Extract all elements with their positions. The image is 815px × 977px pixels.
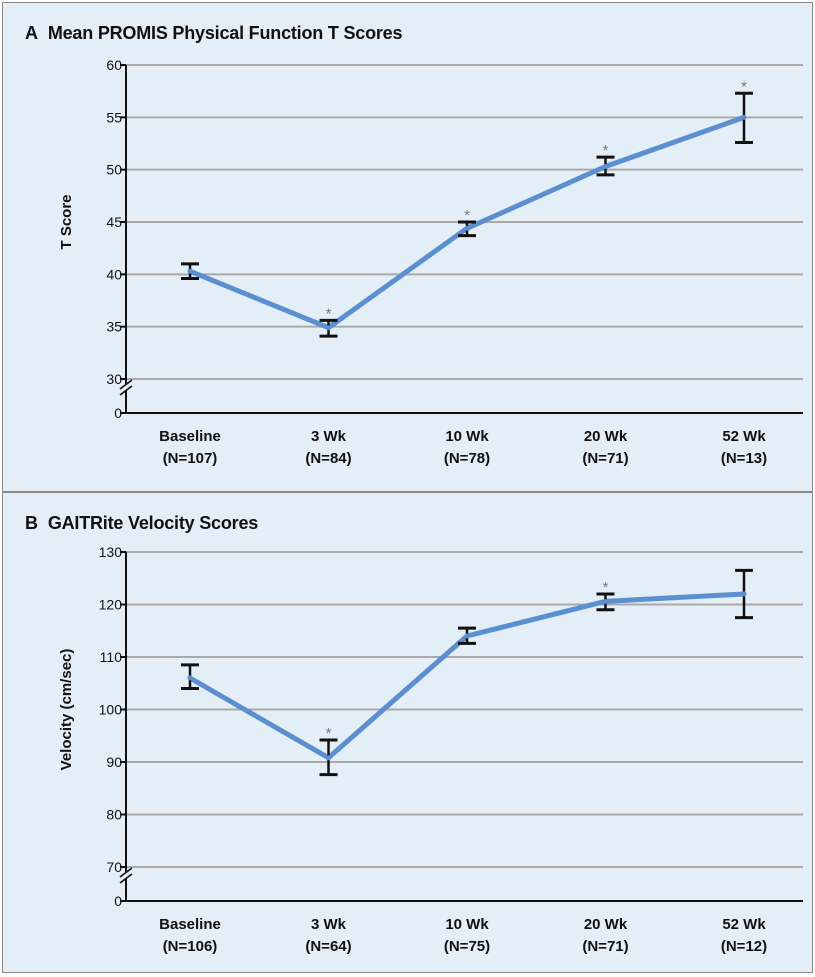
chart-b-data-point xyxy=(603,598,608,604)
chart-b-x-tick-label: Baseline xyxy=(159,916,221,933)
chart-b-significance-asterisk: * xyxy=(603,579,609,596)
chart-b-x-tick-n-label: (N=75) xyxy=(444,938,490,955)
chart-a-y-tick-label: 40 xyxy=(106,266,122,282)
chart-a-y-tick-label: 35 xyxy=(106,319,122,335)
chart-b-x-tick-n-label: (N=106) xyxy=(163,938,218,955)
panel-a-title: A Mean PROMIS Physical Function T Scores xyxy=(25,23,402,44)
chart-a: 60 55 50 45 40 35 30 0 T Score Baseline (N=107) 3 W… xyxy=(58,57,803,467)
chart-a-x-tick-n-label: (N=13) xyxy=(721,450,767,467)
chart-b-x-tick-n-label: (N=71) xyxy=(582,938,628,955)
chart-b-axis-break-mark xyxy=(119,873,133,884)
chart-b-significance-asterisk: * xyxy=(326,725,332,742)
chart-a-data-point xyxy=(326,325,331,331)
chart-b-y-tick-label: 80 xyxy=(106,807,122,823)
chart-a-x-tick-label: 52 Wk xyxy=(722,428,766,445)
panel-a-title-text: Mean PROMIS Physical Function T Scores xyxy=(47,23,403,43)
chart-b-y-tick-label: 130 xyxy=(99,544,123,560)
chart-a-data-point xyxy=(464,225,470,231)
chart-a-significance-asterisk: * xyxy=(464,207,470,224)
chart-b-data-point xyxy=(464,633,470,639)
chart-a-x-tick-n-label: (N=107) xyxy=(163,450,218,467)
chart-a-y-axis-label: T Score xyxy=(58,194,75,249)
chart-a-x-tick-n-label: (N=78) xyxy=(444,450,490,467)
chart-b-y-tick-label: 0 xyxy=(114,893,122,909)
chart-b-x-tick-label: 52 Wk xyxy=(722,916,766,933)
chart-b-series-line xyxy=(187,591,747,761)
chart-b-y-tick-label: 100 xyxy=(99,702,123,718)
panel-b-title: B GAITRite Velocity Scores xyxy=(25,513,258,534)
chart-a-data-point xyxy=(187,268,193,274)
chart-b-x-tick-label: 3 Wk xyxy=(311,916,347,933)
chart-b-axis-break-mark xyxy=(119,867,133,878)
chart-a-y-tick-label: 45 xyxy=(106,214,122,230)
chart-a-y-tick-label: 55 xyxy=(106,109,122,125)
chart-a-significance-asterisk: * xyxy=(326,305,332,322)
chart-a-significance-asterisk: * xyxy=(741,78,747,95)
chart-a-x-tick-label: 3 Wk xyxy=(311,428,347,445)
chart-a-significance-asterisk: * xyxy=(603,142,609,159)
panel-b-title-text: GAITRite Velocity Scores xyxy=(47,513,259,533)
panel-b: B GAITRite Velocity Scores 130 120 110 100 90… xyxy=(2,492,813,973)
chart-b-y-axis-label: Velocity (cm/sec) xyxy=(58,649,75,771)
panel-b-letter: B xyxy=(25,513,38,533)
chart-b-y-tick-label: 120 xyxy=(99,597,123,613)
chart-a-axis-break-mark xyxy=(119,385,133,396)
chart-b-x-tick-label: 20 Wk xyxy=(584,916,628,933)
chart-b: 130 120 110 100 90 80 70 0 Velocity (cm/sec) Base… xyxy=(58,544,803,955)
chart-a-x-tick-label: 20 Wk xyxy=(584,428,628,445)
chart-b-y-tick-label: 110 xyxy=(100,649,123,665)
chart-a-data-point xyxy=(603,164,608,170)
chart-b-y-tick-label: 90 xyxy=(106,754,122,770)
chart-a-x-tick-n-label: (N=71) xyxy=(582,450,628,467)
chart-b-x-tick-n-label: (N=12) xyxy=(721,938,767,955)
chart-b-data-point xyxy=(187,675,193,681)
chart-b-x-tick-n-label: (N=64) xyxy=(305,938,351,955)
chart-a-y-tick-label: 0 xyxy=(114,405,122,421)
chart-b-data-point xyxy=(326,755,331,761)
chart-b-y-tick-label: 70 xyxy=(106,859,122,875)
chart-a-axis-break-mark xyxy=(119,379,133,390)
chart-a-y-tick-label: 30 xyxy=(106,371,122,387)
panel-a: A Mean PROMIS Physical Function T Scores … xyxy=(2,2,813,492)
chart-a-x-tick-n-label: (N=84) xyxy=(305,450,351,467)
chart-a-y-tick-label: 50 xyxy=(106,162,122,178)
chart-b-x-tick-label: 10 Wk xyxy=(445,916,489,933)
chart-a-y-tick-label: 60 xyxy=(106,57,122,73)
chart-a-x-tick-label: 10 Wk xyxy=(445,428,489,445)
panel-a-letter: A xyxy=(25,23,38,43)
chart-a-data-point xyxy=(741,114,747,120)
chart-b-data-point xyxy=(741,591,747,597)
chart-a-x-tick-label: Baseline xyxy=(159,428,221,445)
